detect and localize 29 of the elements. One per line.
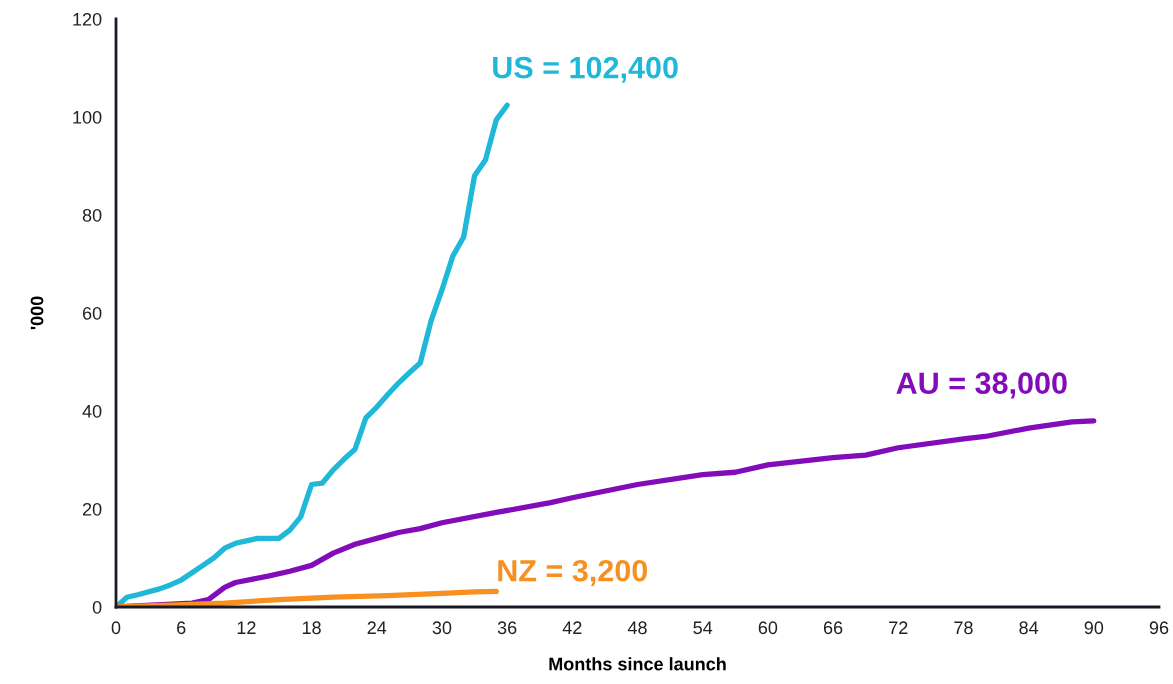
annotation: AU = 38,000 <box>896 372 1067 399</box>
y-tick-label: 40 <box>82 404 102 418</box>
y-tick-label: 20 <box>82 502 102 516</box>
x-tick-label: 36 <box>497 621 517 635</box>
x-tick-label: 72 <box>889 621 908 634</box>
y-axis-title: '000 <box>30 296 44 330</box>
x-tick-label: 60 <box>758 621 778 635</box>
x-tick-label: 18 <box>302 621 321 635</box>
x-tick-label: 54 <box>693 621 713 635</box>
x-tick-label: 24 <box>367 621 387 634</box>
x-tick-label: 0 <box>111 621 121 635</box>
x-tick-label: 42 <box>562 621 582 634</box>
x-axis-title: Months since launch <box>549 657 726 671</box>
x-tick-label: 66 <box>823 621 843 635</box>
x-tick-label: 6 <box>177 621 186 635</box>
y-tick-label: 120 <box>73 12 102 26</box>
x-tick-label: 78 <box>954 621 973 635</box>
x-tick-label: 30 <box>432 621 452 635</box>
annotation: NZ = 3,200 <box>498 559 648 586</box>
y-tick-label: 60 <box>82 306 102 320</box>
x-tick-label: 48 <box>627 621 647 635</box>
x-tick-label: 96 <box>1149 621 1169 635</box>
x-tick-label: 90 <box>1084 621 1104 635</box>
y-tick-label: 100 <box>73 110 102 124</box>
x-tick-label: 84 <box>1019 621 1039 635</box>
y-tick-label: 80 <box>82 208 102 222</box>
x-tick-label: 12 <box>237 621 256 634</box>
annotation: US = 102,400 <box>493 56 678 83</box>
y-tick-label: 0 <box>92 600 102 614</box>
